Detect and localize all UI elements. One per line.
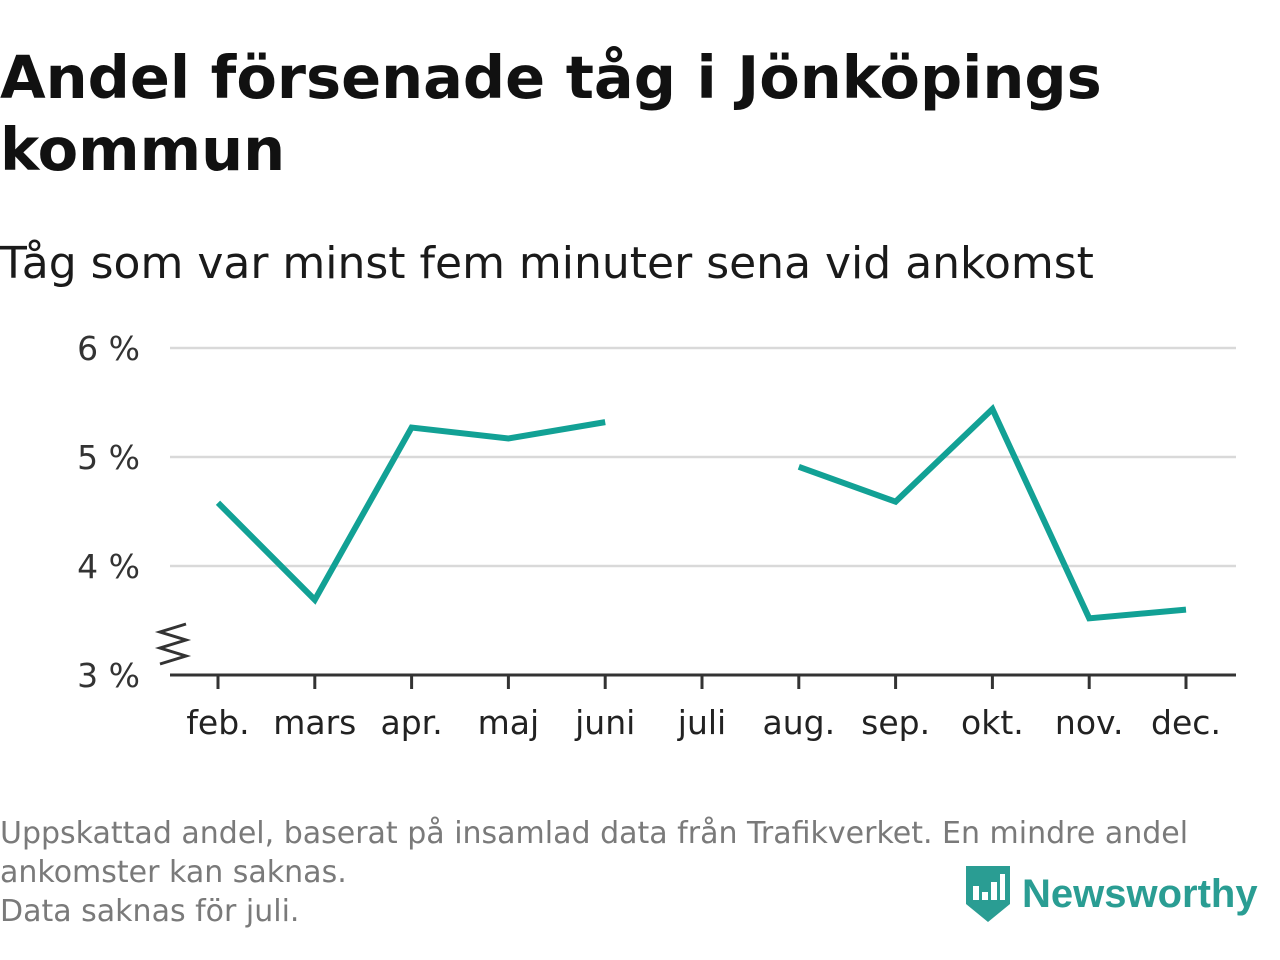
x-tick-label: feb. <box>186 703 249 742</box>
footnote: Uppskattad andel, baserat på insamlad da… <box>0 814 1270 931</box>
y-axis-break-icon <box>154 622 192 666</box>
y-tick-label: 3 % <box>77 656 140 695</box>
x-tick-label: okt. <box>961 703 1024 742</box>
x-tick-label: mars <box>273 703 356 742</box>
y-axis-tick-labels: 3 % 4 % 5 % 6 % <box>77 329 140 695</box>
footnote-line-3: Data saknas för juli. <box>0 894 300 929</box>
x-axis-tick-labels: feb. mars apr. maj juni juli aug. sep. okt. nov. d… <box>186 703 1221 742</box>
grid-lines <box>170 346 1236 568</box>
footnote-line-1: Uppskattad andel, baserat på insamlad da… <box>0 816 1189 851</box>
x-tick-label: aug. <box>763 703 836 742</box>
chart-title: Andel försenade tåg i Jönköpings kommun <box>0 43 1102 184</box>
newsworthy-logo: Newsworthy <box>962 862 1258 926</box>
x-tick-label: dec. <box>1151 703 1221 742</box>
series-lines <box>215 403 1187 622</box>
x-tick-label: maj <box>478 703 540 742</box>
y-tick-label: 4 % <box>77 547 140 586</box>
line-chart: 3 % 4 % 5 % 6 % feb. mars apr. maj juni juli aug.… <box>77 329 1236 742</box>
footnote-line-2: ankomster kan saknas. <box>0 855 347 890</box>
x-tick-label: juli <box>677 703 726 742</box>
chart-subtitle: Tåg som var minst fem minuter sena vid a… <box>0 238 1094 289</box>
y-tick-label: 6 % <box>77 329 140 368</box>
x-tick-label: nov. <box>1055 703 1124 742</box>
x-tick-label: apr. <box>380 703 442 742</box>
brand-name: Newsworthy <box>1022 871 1258 916</box>
x-axis <box>170 673 1236 689</box>
series-line-segment <box>797 403 1187 622</box>
series-line-segment <box>215 419 606 605</box>
x-tick-label: sep. <box>861 703 930 742</box>
newsworthy-logo-icon <box>966 866 1010 922</box>
x-tick-label: juni <box>574 703 635 742</box>
y-tick-label: 5 % <box>77 438 140 477</box>
